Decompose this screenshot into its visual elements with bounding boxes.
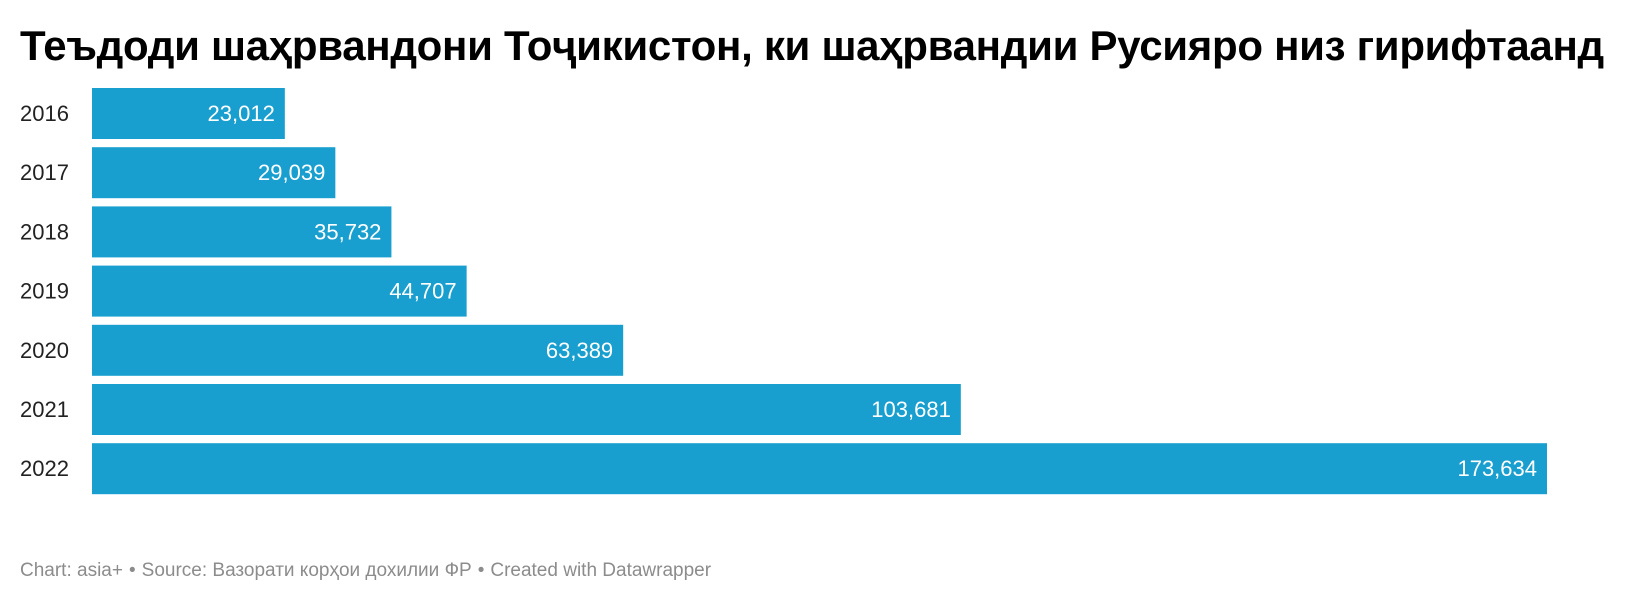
category-label-2017: 2017 — [20, 160, 69, 185]
created-with-note: Created with Datawrapper — [490, 560, 712, 581]
value-label-2016: 23,012 — [208, 101, 275, 126]
category-labels: 2016 2017 2018 2019 2020 2021 2022 — [20, 101, 69, 481]
category-label-2016: 2016 — [20, 101, 69, 126]
value-label-2021: 103,681 — [871, 397, 951, 422]
chart-credit: Chart: asia+ — [20, 560, 123, 581]
bar-2020 — [92, 324, 624, 376]
footer-separator: • — [477, 560, 485, 581]
category-label-2018: 2018 — [20, 219, 69, 244]
category-label-2022: 2022 — [20, 456, 69, 481]
value-labels: 23,012 29,039 35,732 44,707 63,389 103,681 173… — [208, 101, 1537, 481]
value-label-2019: 44,707 — [389, 279, 456, 304]
category-label-2019: 2019 — [20, 279, 69, 304]
chart-footer: Chart: asia+ • Source: Вазорати корҳои дох… — [20, 560, 711, 582]
bar-2016 — [92, 88, 285, 139]
footer-separator: • — [128, 560, 136, 581]
value-label-2018: 35,732 — [314, 219, 381, 244]
bar-2017 — [92, 147, 336, 199]
bars-layer — [92, 88, 1547, 495]
category-label-2021: 2021 — [20, 397, 69, 422]
bar-2021 — [92, 384, 961, 435]
source-note: Source: Вазорати корҳои дохилии ФР — [141, 560, 472, 581]
bar-2022 — [92, 443, 1547, 495]
value-label-2020: 63,389 — [546, 338, 613, 363]
bar-2019 — [92, 265, 467, 317]
bar-2018 — [92, 206, 392, 258]
value-label-2017: 29,039 — [258, 160, 325, 185]
chart-title: Теъдоди шаҳрвандони Тоҷикистон, ки шаҳрв… — [20, 22, 1604, 69]
category-label-2020: 2020 — [20, 338, 69, 363]
value-label-2022: 173,634 — [1457, 456, 1537, 481]
